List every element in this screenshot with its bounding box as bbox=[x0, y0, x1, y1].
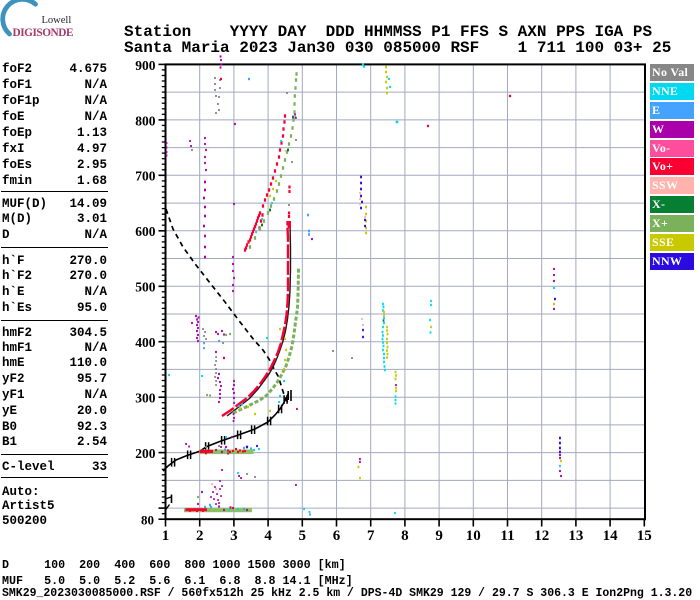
svg-text:4: 4 bbox=[264, 528, 272, 544]
svg-text:Lowell: Lowell bbox=[42, 15, 72, 26]
svg-text:200: 200 bbox=[135, 446, 156, 461]
svg-text:10: 10 bbox=[466, 528, 481, 544]
svg-text:9: 9 bbox=[435, 528, 443, 544]
svg-text:14: 14 bbox=[603, 528, 619, 544]
svg-text:3: 3 bbox=[230, 528, 238, 544]
svg-text:8: 8 bbox=[401, 528, 409, 544]
svg-text:800: 800 bbox=[135, 113, 156, 128]
svg-text:DIGISONDE: DIGISONDE bbox=[13, 27, 74, 39]
svg-text:6: 6 bbox=[333, 528, 341, 544]
svg-text:2: 2 bbox=[196, 528, 204, 544]
svg-text:80: 80 bbox=[141, 512, 154, 527]
svg-text:11: 11 bbox=[500, 528, 514, 544]
svg-text:1: 1 bbox=[162, 528, 170, 544]
svg-text:700: 700 bbox=[135, 169, 156, 184]
svg-text:13: 13 bbox=[568, 528, 583, 544]
svg-text:5: 5 bbox=[299, 528, 307, 544]
svg-text:600: 600 bbox=[135, 224, 156, 239]
svg-text:900: 900 bbox=[135, 58, 156, 73]
svg-text:7: 7 bbox=[367, 528, 375, 544]
svg-text:500: 500 bbox=[135, 280, 156, 295]
svg-text:15: 15 bbox=[637, 528, 652, 544]
svg-text:12: 12 bbox=[534, 528, 549, 544]
svg-text:400: 400 bbox=[135, 335, 156, 350]
svg-text:300: 300 bbox=[135, 391, 156, 406]
